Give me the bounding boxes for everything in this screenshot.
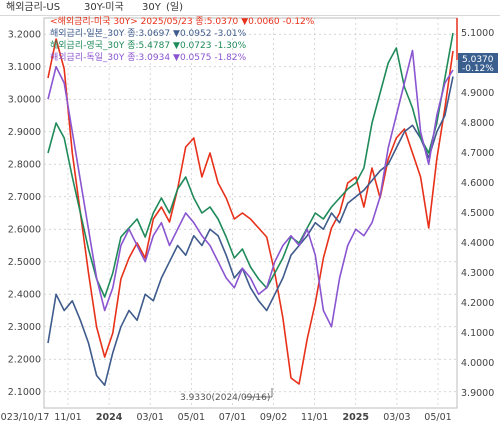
right-tick-label: 4.1000 <box>461 328 494 339</box>
last-value: 5.0370 <box>462 55 494 65</box>
x-tick-label: 2025 <box>343 412 369 423</box>
legend-uk[interactable]: 해외금리-영국_30Y 종:5.4787 ▼0.0723 -1.30% <box>50 39 247 51</box>
legend-de[interactable]: 해외금리-독일_30Y 종:3.0934 ▼0.0575 -1.82% <box>50 51 247 63</box>
series-line-us <box>47 38 454 385</box>
left-tick-label: 2.9000 <box>8 127 41 138</box>
header-desc: 30Y-미국 <box>84 2 124 13</box>
left-tick-label: 3.1000 <box>8 62 41 73</box>
right-axis: 5.10005.00004.90004.80004.70004.60004.50… <box>461 28 494 399</box>
x-tick-label: 05/01 <box>424 412 451 423</box>
x-tick-label: 05/01 <box>178 412 205 423</box>
x-tick-label: 11/01 <box>54 412 81 423</box>
right-tick-label: 4.5000 <box>461 208 494 219</box>
right-tick-label: 4.9000 <box>461 88 494 99</box>
last-change: -0.12% <box>462 64 494 74</box>
left-tick-label: 2.8000 <box>8 159 41 170</box>
header-symbol[interactable]: 해외금리-US <box>6 2 61 13</box>
x-tick-label: 2024 <box>96 412 123 423</box>
annotation-text: 3.9330(2024/09/16) <box>180 393 270 403</box>
right-tick-label: 4.4000 <box>461 238 494 249</box>
left-axis: 3.2000 3.1000 3.0000 2.9000 2.8000 2.7000 2.60… <box>8 29 41 398</box>
chart-header: 해외금리-US 30Y-미국 30Y (일) <box>0 0 500 16</box>
last-value-label: 5.0370 -0.12% <box>458 53 498 74</box>
legend-us[interactable]: <해외금리-미국 30Y> 2025/05/23 종:5.0370 ▼0.0060… <box>50 15 315 27</box>
series-line-de <box>47 49 454 328</box>
left-tick-label: 2.3000 <box>8 322 41 333</box>
header-tenor: 30Y <box>142 2 161 13</box>
x-tick-label: 2023/10/17 <box>0 412 49 423</box>
left-tick-label: 2.1000 <box>8 387 41 398</box>
plot-area <box>43 17 458 409</box>
left-tick-label: 2.5000 <box>8 257 41 268</box>
right-tick-label: 4.2000 <box>461 298 494 309</box>
right-tick-label: 4.3000 <box>461 268 494 279</box>
right-tick-label: 5.1000 <box>461 28 494 39</box>
right-tick-label: 4.0000 <box>461 358 494 369</box>
right-tick-label: 4.8000 <box>461 118 494 129</box>
x-tick-label: 03/01 <box>137 412 164 423</box>
legend: <해외금리-미국 30Y> 2025/05/23 종:5.0370 ▼0.0060… <box>50 15 315 63</box>
left-tick-label: 2.2000 <box>8 354 41 365</box>
right-tick-label: 3.9000 <box>461 388 494 399</box>
low-annotation: 3.9330(2024/09/16) <box>180 388 273 403</box>
series-layer <box>47 18 458 387</box>
series-line-uk <box>47 32 454 298</box>
x-tick-label: 11/01 <box>301 412 328 423</box>
left-tick-label: 3.0000 <box>8 94 41 105</box>
left-tick-label: 3.2000 <box>8 29 41 40</box>
right-tick-label: 4.6000 <box>461 178 494 189</box>
x-tick-label: 03/03 <box>383 412 410 423</box>
x-axis: 2023/10/17 11/01 2024 03/01 05/01 07/01 09/02 1… <box>0 412 452 423</box>
left-tick-label: 2.4000 <box>8 289 41 300</box>
left-tick-label: 2.6000 <box>8 224 41 235</box>
x-tick-label: 07/01 <box>219 412 246 423</box>
x-tick-label: 09/02 <box>260 412 287 423</box>
header-period[interactable]: (일) <box>166 2 184 13</box>
left-tick-label: 2.7000 <box>8 192 41 203</box>
right-tick-label: 4.7000 <box>461 148 494 159</box>
legend-jp[interactable]: 해외금리-일본_30Y 종:3.0697 ▼0.0952 -3.01% <box>50 27 247 39</box>
